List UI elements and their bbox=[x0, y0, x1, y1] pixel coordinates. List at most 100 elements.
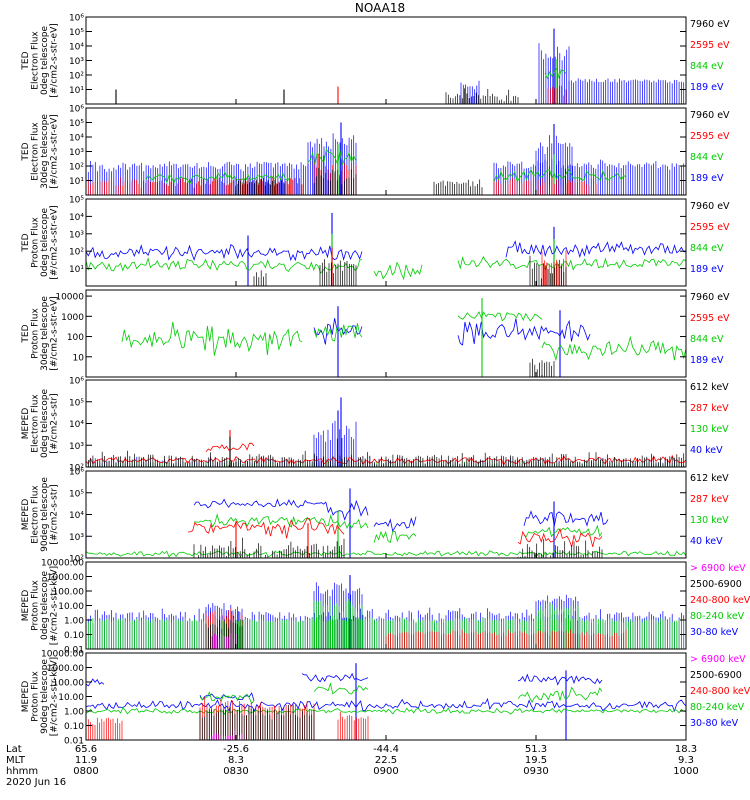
sticks-ted-p-0-3-0 bbox=[253, 270, 267, 286]
legend-ted-e-30-0: 7960 eV bbox=[690, 110, 730, 121]
legend-ted-p-0-3: 189 eV bbox=[690, 264, 724, 275]
legend-ted-e-30-1: 2595 eV bbox=[690, 131, 730, 142]
footer-hhmm-0: 0800 bbox=[73, 766, 98, 777]
ylabel-ted-p-0: TEDProton Flux0deg telescope[#/cm2-s-str… bbox=[21, 205, 60, 280]
panel-meped-p-90: 0.010.101.0010.00100.001000.0010000.00ME… bbox=[21, 650, 750, 747]
legend-meped-p-90-2: 240-800 keV bbox=[690, 686, 750, 697]
legend-meped-e-90-3: 40 keV bbox=[690, 536, 723, 547]
ytick-label-ted-e-30-4: 10⁵ bbox=[69, 119, 84, 129]
legend-meped-p-0-2: 240-800 keV bbox=[690, 595, 750, 606]
ytick-label-ted-e-30-5: 10⁶ bbox=[69, 105, 84, 115]
footer-hhmm-2: 0900 bbox=[373, 766, 398, 777]
trace-ted-p-0-1-2 bbox=[457, 256, 687, 271]
sticks-meped-p-90-3-0 bbox=[199, 705, 315, 740]
trace-meped-p-90-0-0 bbox=[85, 678, 105, 687]
legend-meped-p-90-3: 80-240 keV bbox=[690, 702, 745, 713]
ytick-label-meped-p-90-6: 10000.00 bbox=[41, 650, 84, 660]
trace-meped-e-90-2-0 bbox=[187, 517, 345, 539]
footer-mlt-2: 22.5 bbox=[375, 755, 397, 766]
trace-meped-p-90-1-1 bbox=[313, 682, 369, 695]
trace-ted-e-30-1-0 bbox=[145, 170, 291, 185]
ytick-label-ted-p-0-2: 10³ bbox=[69, 230, 84, 240]
sticks-ted-p-0-3-2 bbox=[529, 255, 567, 286]
ytick-label-meped-e-90-4: 10⁶ bbox=[69, 468, 84, 478]
sticks-ted-e-0-3-0 bbox=[445, 88, 519, 104]
ylabel-line-ted-e-30-1: Electron Flux bbox=[31, 122, 41, 181]
legend-ted-e-0-0: 7960 eV bbox=[690, 19, 730, 30]
sticks-meped-p-90-2-2 bbox=[85, 717, 123, 740]
ytick-label-ted-e-0-2: 10³ bbox=[69, 57, 84, 67]
sticks-meped-p-90-2-1 bbox=[337, 711, 369, 740]
series-ted-p-0-1 bbox=[85, 233, 687, 286]
sticks-ted-p-30-3-0 bbox=[529, 358, 555, 377]
ylabel-line-ted-p-30-0: TED bbox=[21, 324, 31, 343]
ytick-label-ted-e-0-1: 10² bbox=[69, 72, 84, 82]
ytick-label-meped-e-90-2: 10⁴ bbox=[69, 511, 84, 521]
ytick-label-meped-p-0-1: 0.10 bbox=[64, 631, 84, 641]
ylabel-line-meped-p-90-3: [#/cm2-s-str-keV] bbox=[50, 657, 60, 736]
ylabel-line-meped-p-0-2: 0deg telescope bbox=[40, 571, 50, 641]
series-meped-p-0-4 bbox=[211, 633, 237, 649]
ytick-label-meped-p-90-4: 100.00 bbox=[53, 679, 85, 689]
ytick-label-meped-p-90-3: 10.00 bbox=[58, 693, 84, 703]
ytick-label-ted-e-0-3: 10⁴ bbox=[69, 43, 84, 53]
panel-ted-p-0: 10¹ 10² 10³ 10⁴ 10⁵ TEDProton Flux0deg telesc… bbox=[21, 196, 730, 287]
ytick-label-ted-e-0-0: 10¹ bbox=[69, 86, 84, 96]
legend-meped-p-0-0: > 6900 keV bbox=[690, 563, 746, 574]
ylabel-line-ted-p-0-3: [#/cm2-s-str-eV] bbox=[50, 205, 60, 280]
figure-title: NOAA18 bbox=[355, 1, 405, 15]
ytick-label-ted-p-30-1: 100 bbox=[67, 333, 84, 343]
series-ted-e-30-0 bbox=[85, 122, 687, 195]
footer-hhmm-4: 1000 bbox=[673, 766, 698, 777]
trace-ted-p-30-0-1 bbox=[457, 318, 591, 346]
series-ted-e-0-0 bbox=[460, 28, 687, 104]
series-ted-p-0-2 bbox=[331, 247, 567, 286]
footer-mlt-0: 11.9 bbox=[75, 755, 97, 766]
ytick-label-meped-p-90-0: 0.01 bbox=[64, 737, 84, 747]
footer-lat-4: 18.3 bbox=[675, 744, 697, 755]
ylabel-line-meped-p-0-0: MEPED bbox=[21, 590, 31, 622]
ylabel-meped-p-90: MEPEDProton Flux90deg telescope[#/cm2-s-… bbox=[21, 657, 60, 736]
sticks-meped-e-0-0-1 bbox=[313, 420, 357, 467]
footer-lat-0: 65.6 bbox=[75, 744, 97, 755]
legend-meped-e-0-0: 612 keV bbox=[690, 382, 729, 393]
legend-ted-e-30-3: 189 eV bbox=[690, 173, 724, 184]
ylabel-line-meped-p-0-3: [#/cm2-s-str-keV] bbox=[50, 566, 60, 645]
trace-meped-p-90-1-3 bbox=[85, 706, 687, 715]
footer-hhmm-1: 0830 bbox=[223, 766, 248, 777]
ytick-label-ted-p-0-4: 10⁵ bbox=[69, 196, 84, 206]
ytick-label-ted-e-0-4: 10⁵ bbox=[69, 28, 84, 38]
trace-meped-e-90-1-0 bbox=[193, 513, 327, 529]
legend-meped-p-0-4: 30-80 keV bbox=[690, 627, 739, 638]
legend-ted-e-0-1: 2595 eV bbox=[690, 40, 730, 51]
panel-ted-e-30: 10¹ 10² 10³ 10⁴ 10⁵ 10⁶ TEDElectron Flux30deg … bbox=[21, 105, 730, 196]
sticks-meped-p-90-2-0 bbox=[199, 697, 315, 740]
ylabel-line-meped-e-0-1: Electron Flux bbox=[31, 394, 41, 453]
ytick-label-ted-p-0-0: 10¹ bbox=[69, 265, 84, 275]
ylabel-line-ted-e-0-0: TED bbox=[21, 51, 31, 70]
ylabel-line-ted-p-30-3: [#/cm2-s-str-eV] bbox=[50, 296, 60, 371]
sticks-ted-e-0-2-0 bbox=[547, 85, 567, 104]
series-meped-e-90-2 bbox=[187, 517, 603, 558]
ytick-label-ted-p-0-3: 10⁴ bbox=[69, 213, 84, 223]
trace-ted-p-30-1-3 bbox=[541, 335, 687, 362]
sticks-ted-e-30-3-0 bbox=[235, 177, 285, 195]
trace-ted-p-0-0-0 bbox=[85, 243, 363, 262]
ylabel-line-meped-e-0-0: MEPED bbox=[21, 408, 31, 440]
ylabel-line-ted-p-0-0: TED bbox=[21, 233, 31, 252]
ytick-label-meped-e-0-4: 10⁶ bbox=[69, 377, 84, 387]
legend-meped-p-0-1: 2500-6900 bbox=[690, 579, 742, 590]
legend-meped-e-90-0: 612 keV bbox=[690, 473, 729, 484]
series-meped-p-90-3 bbox=[199, 705, 315, 740]
trace-meped-e-90-0-3 bbox=[523, 510, 609, 527]
trace-meped-e-90-0-1 bbox=[325, 499, 369, 521]
panel-meped-e-0: 10² 10³ 10⁴ 10⁵ 10⁶ MEPEDElectron Flux0deg te… bbox=[21, 377, 729, 474]
trace-ted-p-30-1-1 bbox=[313, 323, 363, 342]
legend-ted-p-0-1: 2595 eV bbox=[690, 222, 730, 233]
ytick-label-meped-p-90-5: 1000.00 bbox=[47, 664, 84, 674]
legend-meped-e-0-1: 287 keV bbox=[690, 403, 729, 414]
ytick-label-meped-p-0-4: 100.00 bbox=[53, 588, 85, 598]
ylabel-line-meped-p-90-0: MEPED bbox=[21, 681, 31, 713]
legend-meped-e-0-2: 130 keV bbox=[690, 424, 729, 435]
